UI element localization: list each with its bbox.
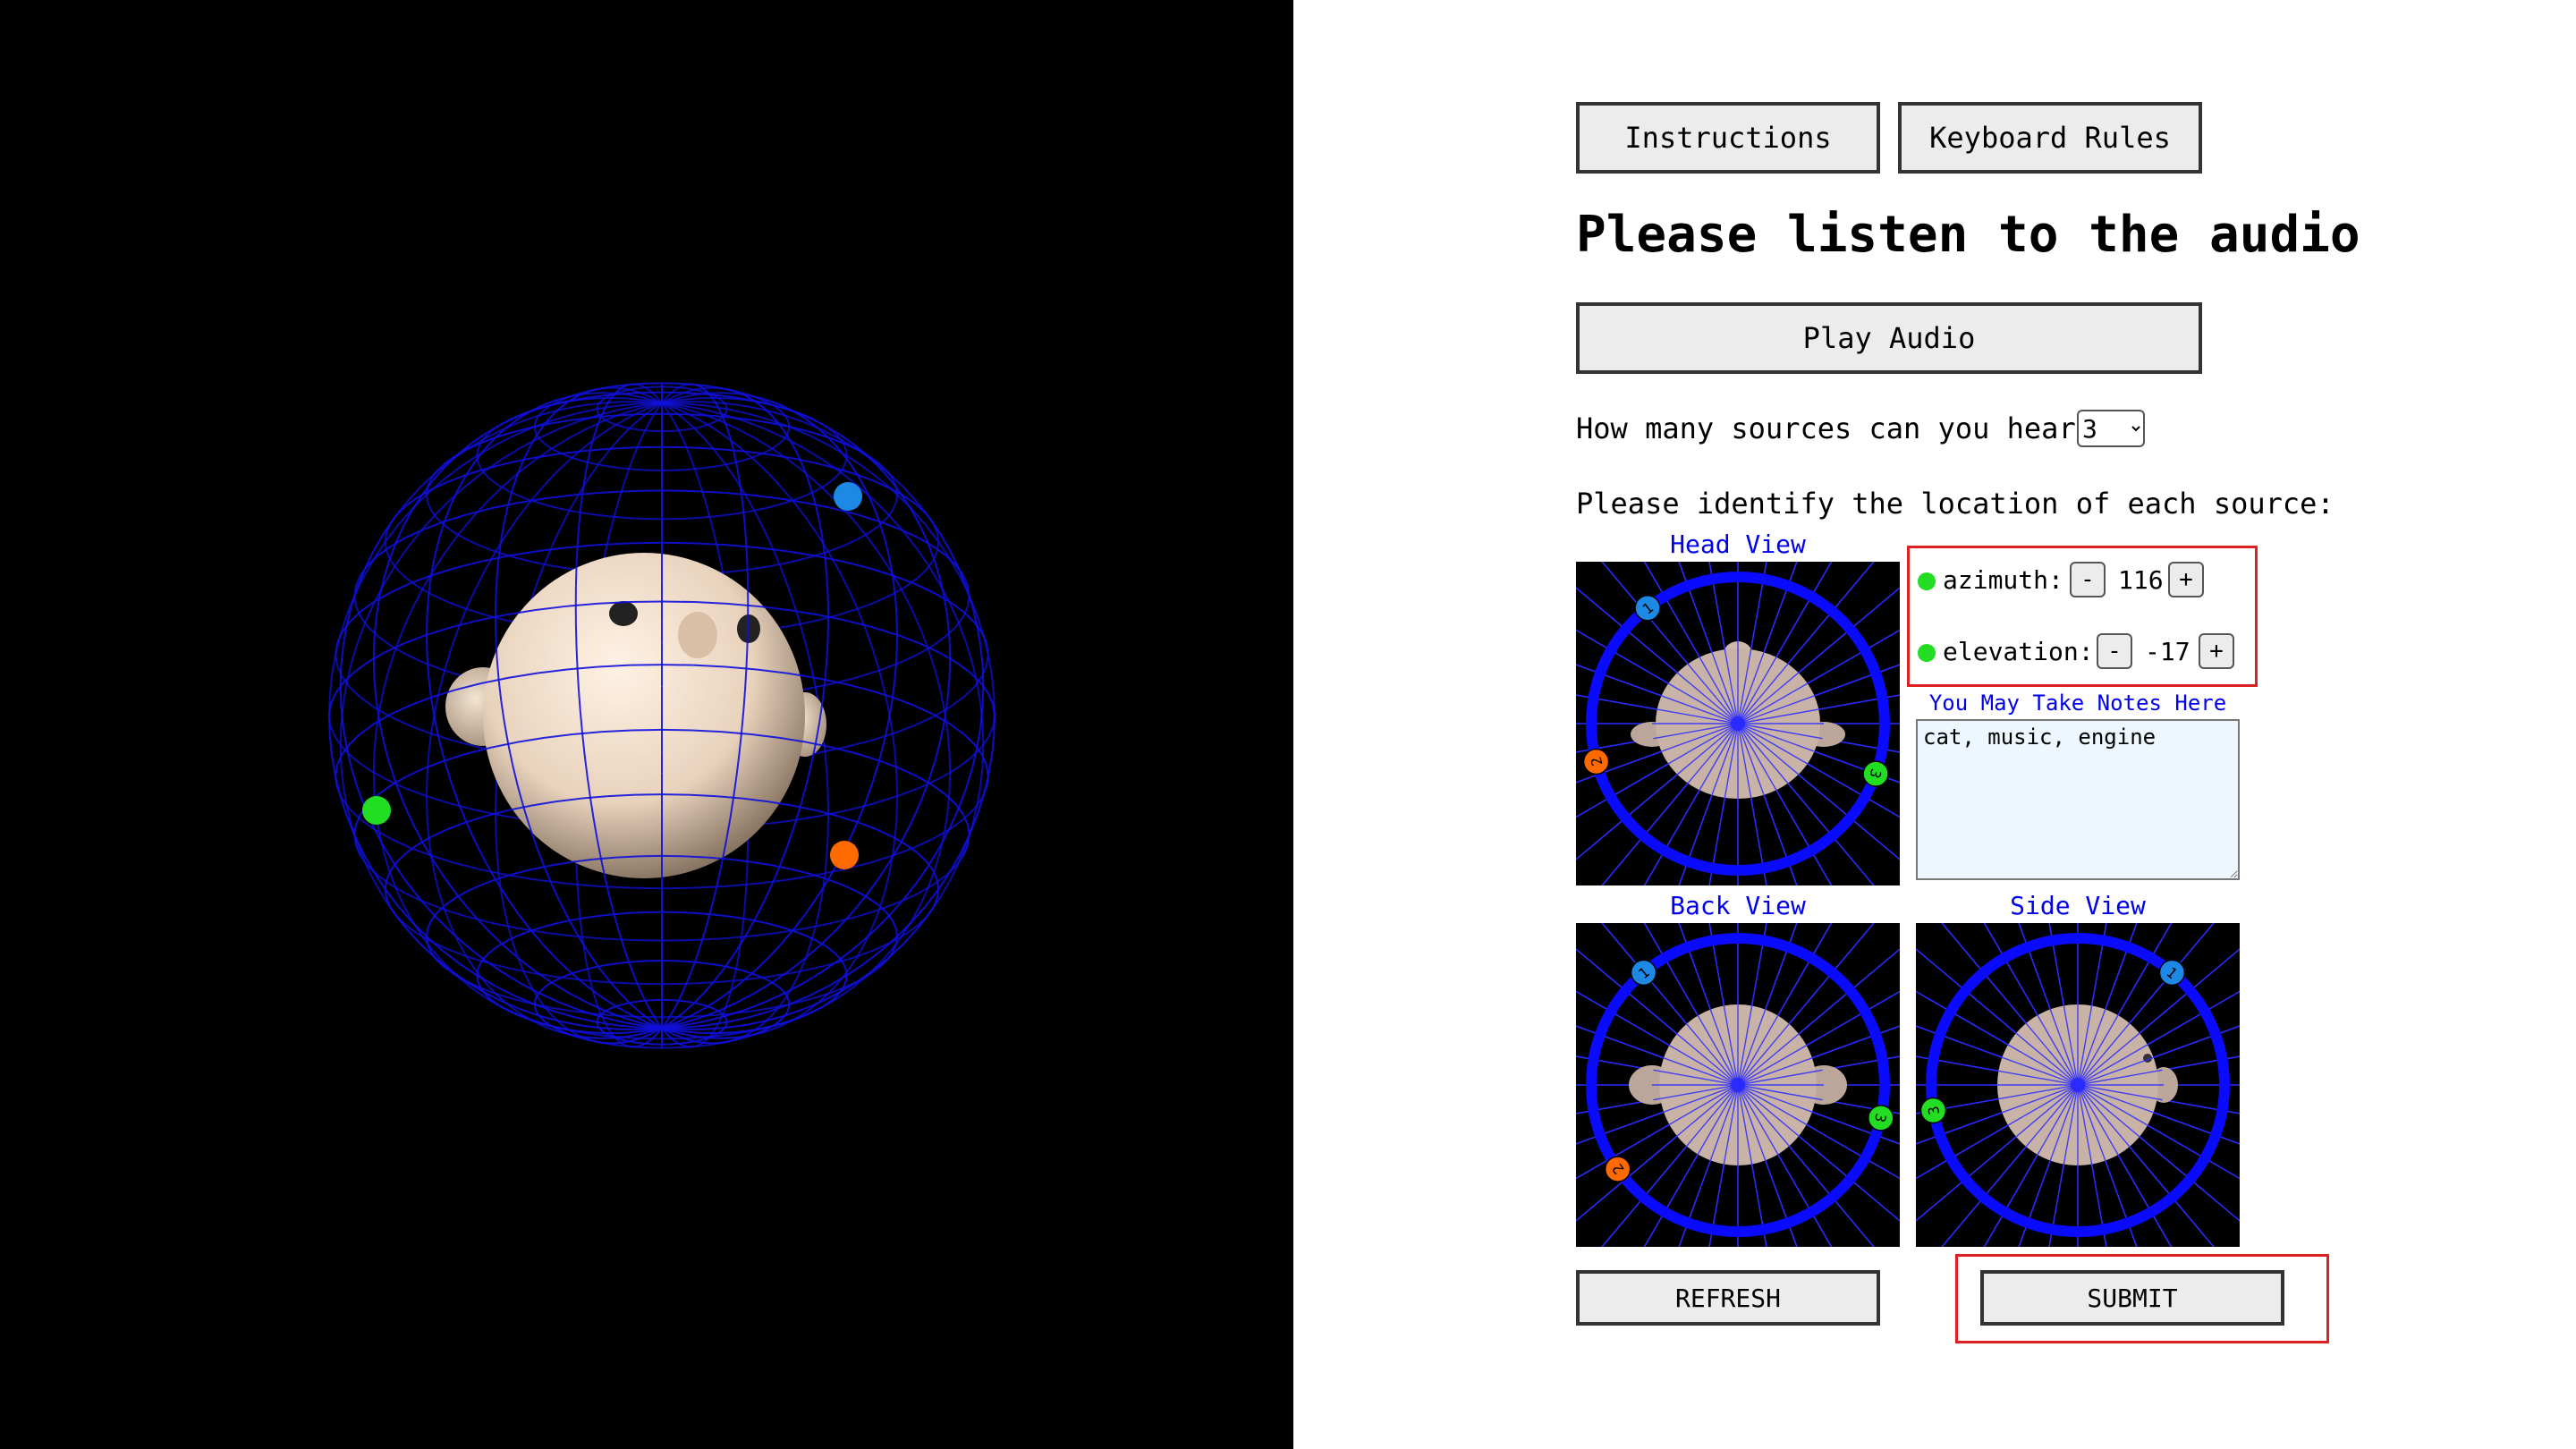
back-view-canvas[interactable]: 1 2 3 bbox=[1576, 923, 1900, 1247]
submit-button[interactable]: SUBMIT bbox=[1980, 1270, 2284, 1326]
elevation-decrement-button[interactable]: - bbox=[2097, 633, 2132, 669]
azimuth-value: 116 bbox=[2118, 565, 2164, 595]
elevation-value: -17 bbox=[2145, 637, 2190, 666]
source-marker-1[interactable]: 1 bbox=[2158, 959, 2186, 987]
back-view-title: Back View bbox=[1670, 891, 1806, 920]
source-marker-2[interactable]: 2 bbox=[1604, 1156, 1631, 1182]
orbit-ring bbox=[1586, 572, 1890, 876]
notes-title: You May Take Notes Here bbox=[1928, 691, 2227, 716]
svg-text:2: 2 bbox=[1588, 755, 1606, 767]
source-marker-3[interactable]: 3 bbox=[1862, 760, 1889, 787]
play-audio-button[interactable]: Play Audio bbox=[1576, 302, 2202, 374]
source-1-sphere bbox=[834, 482, 862, 511]
azimuth-increment-button[interactable]: + bbox=[2168, 562, 2204, 597]
azimuth-label: azimuth: bbox=[1943, 565, 2063, 595]
source-color-indicator bbox=[1918, 572, 1936, 590]
source-control-highlight bbox=[1907, 546, 2258, 687]
orbit-ring bbox=[1586, 933, 1890, 1237]
svg-text:3: 3 bbox=[1871, 1112, 1890, 1124]
head-view-canvas[interactable]: 1 2 3 bbox=[1576, 562, 1900, 886]
azimuth-decrement-button[interactable]: - bbox=[2070, 562, 2106, 597]
source-color-indicator bbox=[1918, 644, 1936, 662]
notes-textarea[interactable]: cat, music, engine bbox=[1916, 719, 2240, 880]
submit-highlight bbox=[1955, 1254, 2329, 1343]
svg-text:3: 3 bbox=[1925, 1105, 1943, 1116]
3d-scene-canvas[interactable] bbox=[0, 0, 1293, 1449]
identify-prompt: Please identify the location of each sou… bbox=[1576, 487, 2334, 521]
source-count-select[interactable]: 3 bbox=[2077, 410, 2145, 447]
source-marker-3[interactable]: 3 bbox=[1868, 1105, 1894, 1131]
wireframe-sphere bbox=[328, 382, 996, 1049]
refresh-button[interactable]: REFRESH bbox=[1576, 1270, 1880, 1326]
head-view-title: Head View bbox=[1670, 530, 1806, 559]
elevation-label: elevation: bbox=[1943, 637, 2094, 666]
source-marker-2[interactable]: 2 bbox=[1582, 748, 1610, 775]
source-2-sphere bbox=[830, 841, 859, 869]
sources-question: How many sources can you hear? bbox=[1576, 411, 2093, 445]
instructions-button[interactable]: Instructions bbox=[1576, 102, 1880, 174]
keyboard-rules-button[interactable]: Keyboard Rules bbox=[1898, 102, 2202, 174]
source-marker-1[interactable]: 1 bbox=[1630, 959, 1657, 987]
page-heading: Please listen to the audio bbox=[1576, 206, 2360, 264]
source-marker-1[interactable]: 1 bbox=[1634, 595, 1661, 622]
side-view-title: Side View bbox=[2010, 891, 2146, 920]
source-marker-3[interactable]: 3 bbox=[1919, 1097, 1947, 1124]
orbit-ring bbox=[1926, 933, 2230, 1237]
elevation-increment-button[interactable]: + bbox=[2199, 633, 2234, 669]
source-3-sphere bbox=[362, 796, 391, 825]
